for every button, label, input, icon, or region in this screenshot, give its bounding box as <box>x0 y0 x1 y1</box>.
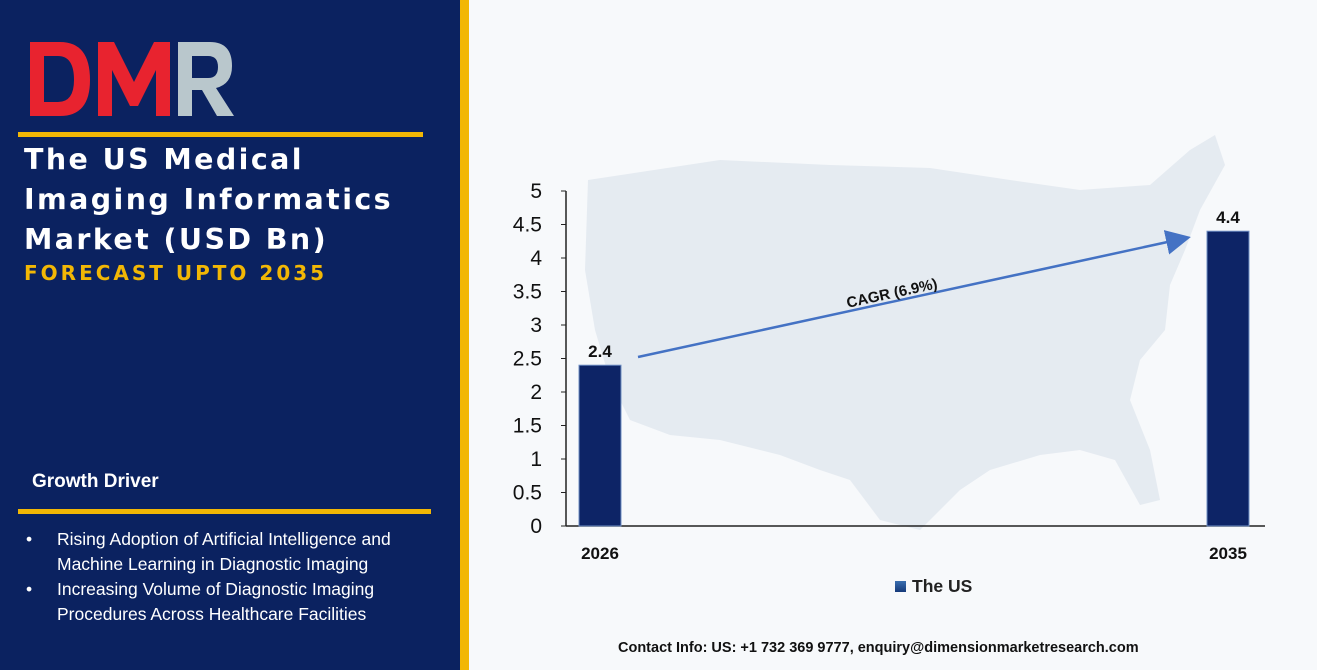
bar <box>578 364 622 527</box>
contact-info: Contact Info: US: +1 732 369 9777, enqui… <box>618 640 1139 656</box>
y-tick-label: 0.5 <box>513 482 542 505</box>
growth-driver-heading: Growth Driver <box>32 471 159 492</box>
y-tick-label: 2 <box>530 381 542 404</box>
bullet: • <box>26 529 33 549</box>
cagr-arrow <box>637 230 1191 359</box>
y-tick-label: 3 <box>530 314 542 337</box>
y-tick-label: 4.5 <box>513 214 542 237</box>
x-tick-label: 2035 <box>1209 544 1247 563</box>
title-underline <box>18 132 423 137</box>
page-subtitle: FORECAST UPTO 2035 <box>24 261 328 285</box>
bars <box>578 230 1250 527</box>
x-tick-label: 2026 <box>581 544 619 563</box>
growth-driver-item: • Rising Adoption of Artificial Intellig… <box>26 527 446 577</box>
y-tick-label: 1.5 <box>513 415 542 438</box>
growth-driver-list: • Rising Adoption of Artificial Intellig… <box>26 527 446 627</box>
y-tick-label: 3.5 <box>513 281 542 304</box>
data-label: 4.4 <box>1216 208 1240 227</box>
us-map-background <box>585 135 1225 530</box>
bullet: • <box>26 579 33 599</box>
y-tick-label: 1 <box>530 448 542 471</box>
legend-label: The US <box>912 576 973 596</box>
axes: 0 0.5 1 1.5 2 2.5 3 3.5 4 4.5 5 <box>513 180 1265 538</box>
y-tick-label: 5 <box>530 180 542 203</box>
divider-stripe <box>460 0 469 670</box>
growth-underline <box>18 509 431 514</box>
growth-driver-item: • Increasing Volume of Diagnostic Imagin… <box>26 577 446 627</box>
data-label: 2.4 <box>588 342 612 361</box>
dmr-logo <box>30 42 234 116</box>
y-tick-label: 2.5 <box>513 348 542 371</box>
growth-driver-text: Rising Adoption of Artificial Intelligen… <box>57 529 391 574</box>
y-tick-label: 4 <box>530 247 542 270</box>
page-title: The US Medical Imaging Informatics Marke… <box>24 143 394 256</box>
bar <box>1206 230 1250 527</box>
legend-swatch <box>895 581 906 592</box>
growth-driver-text: Increasing Volume of Diagnostic Imaging … <box>57 579 375 624</box>
chart-legend: The US <box>895 576 972 597</box>
y-tick-label: 0 <box>530 515 542 538</box>
